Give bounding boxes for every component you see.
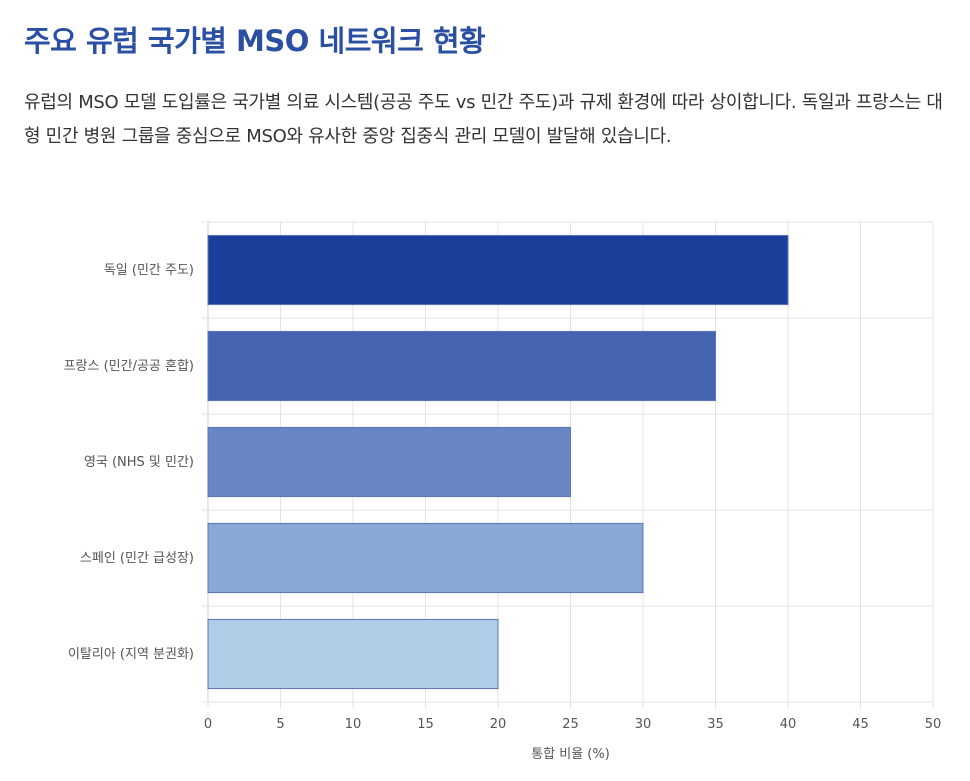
x-tick-label: 50	[925, 717, 942, 732]
x-tick-label: 10	[345, 717, 362, 732]
category-label: 이탈리아 (지역 분권화)	[68, 647, 194, 662]
x-axis-label: 통합 비율 (%)	[531, 747, 610, 762]
x-tick-label: 25	[562, 717, 579, 732]
category-label: 영국 (NHS 및 민간)	[84, 455, 194, 470]
category-label: 스페인 (민간 급성장)	[80, 551, 194, 566]
bar-0	[207, 234, 789, 306]
x-tick-label: 45	[852, 717, 869, 732]
category-labels: 독일 (민간 주도) 프랑스 (민간/공공 혼합) 영국 (NHS 및 민간) 스페인…	[64, 263, 194, 662]
x-tick-label: 40	[780, 717, 797, 732]
category-label: 독일 (민간 주도)	[104, 263, 194, 278]
x-tick-label: 20	[490, 717, 507, 732]
bar-3	[207, 522, 644, 594]
bars	[207, 234, 789, 690]
bar-2	[207, 426, 571, 498]
x-tick-label: 5	[276, 717, 284, 732]
description-text: 유럽의 MSO 모델 도입률은 국가별 의료 시스템(공공 주도 vs 민간 주…	[24, 92, 943, 147]
page-title: 주요 유럽 국가별 MSO 네트워크 현황	[24, 24, 486, 58]
category-label: 프랑스 (민간/공공 혼합)	[64, 359, 194, 374]
bar-1	[207, 330, 716, 402]
bar-4	[207, 618, 499, 690]
x-tick-label: 35	[707, 717, 724, 732]
x-tick-label: 15	[417, 717, 434, 732]
x-tick-label: 30	[635, 717, 652, 732]
x-axis-ticks: 0 5 10 15 20 25 30 35 40 45 50	[204, 717, 941, 732]
x-tick-label: 0	[204, 717, 212, 732]
